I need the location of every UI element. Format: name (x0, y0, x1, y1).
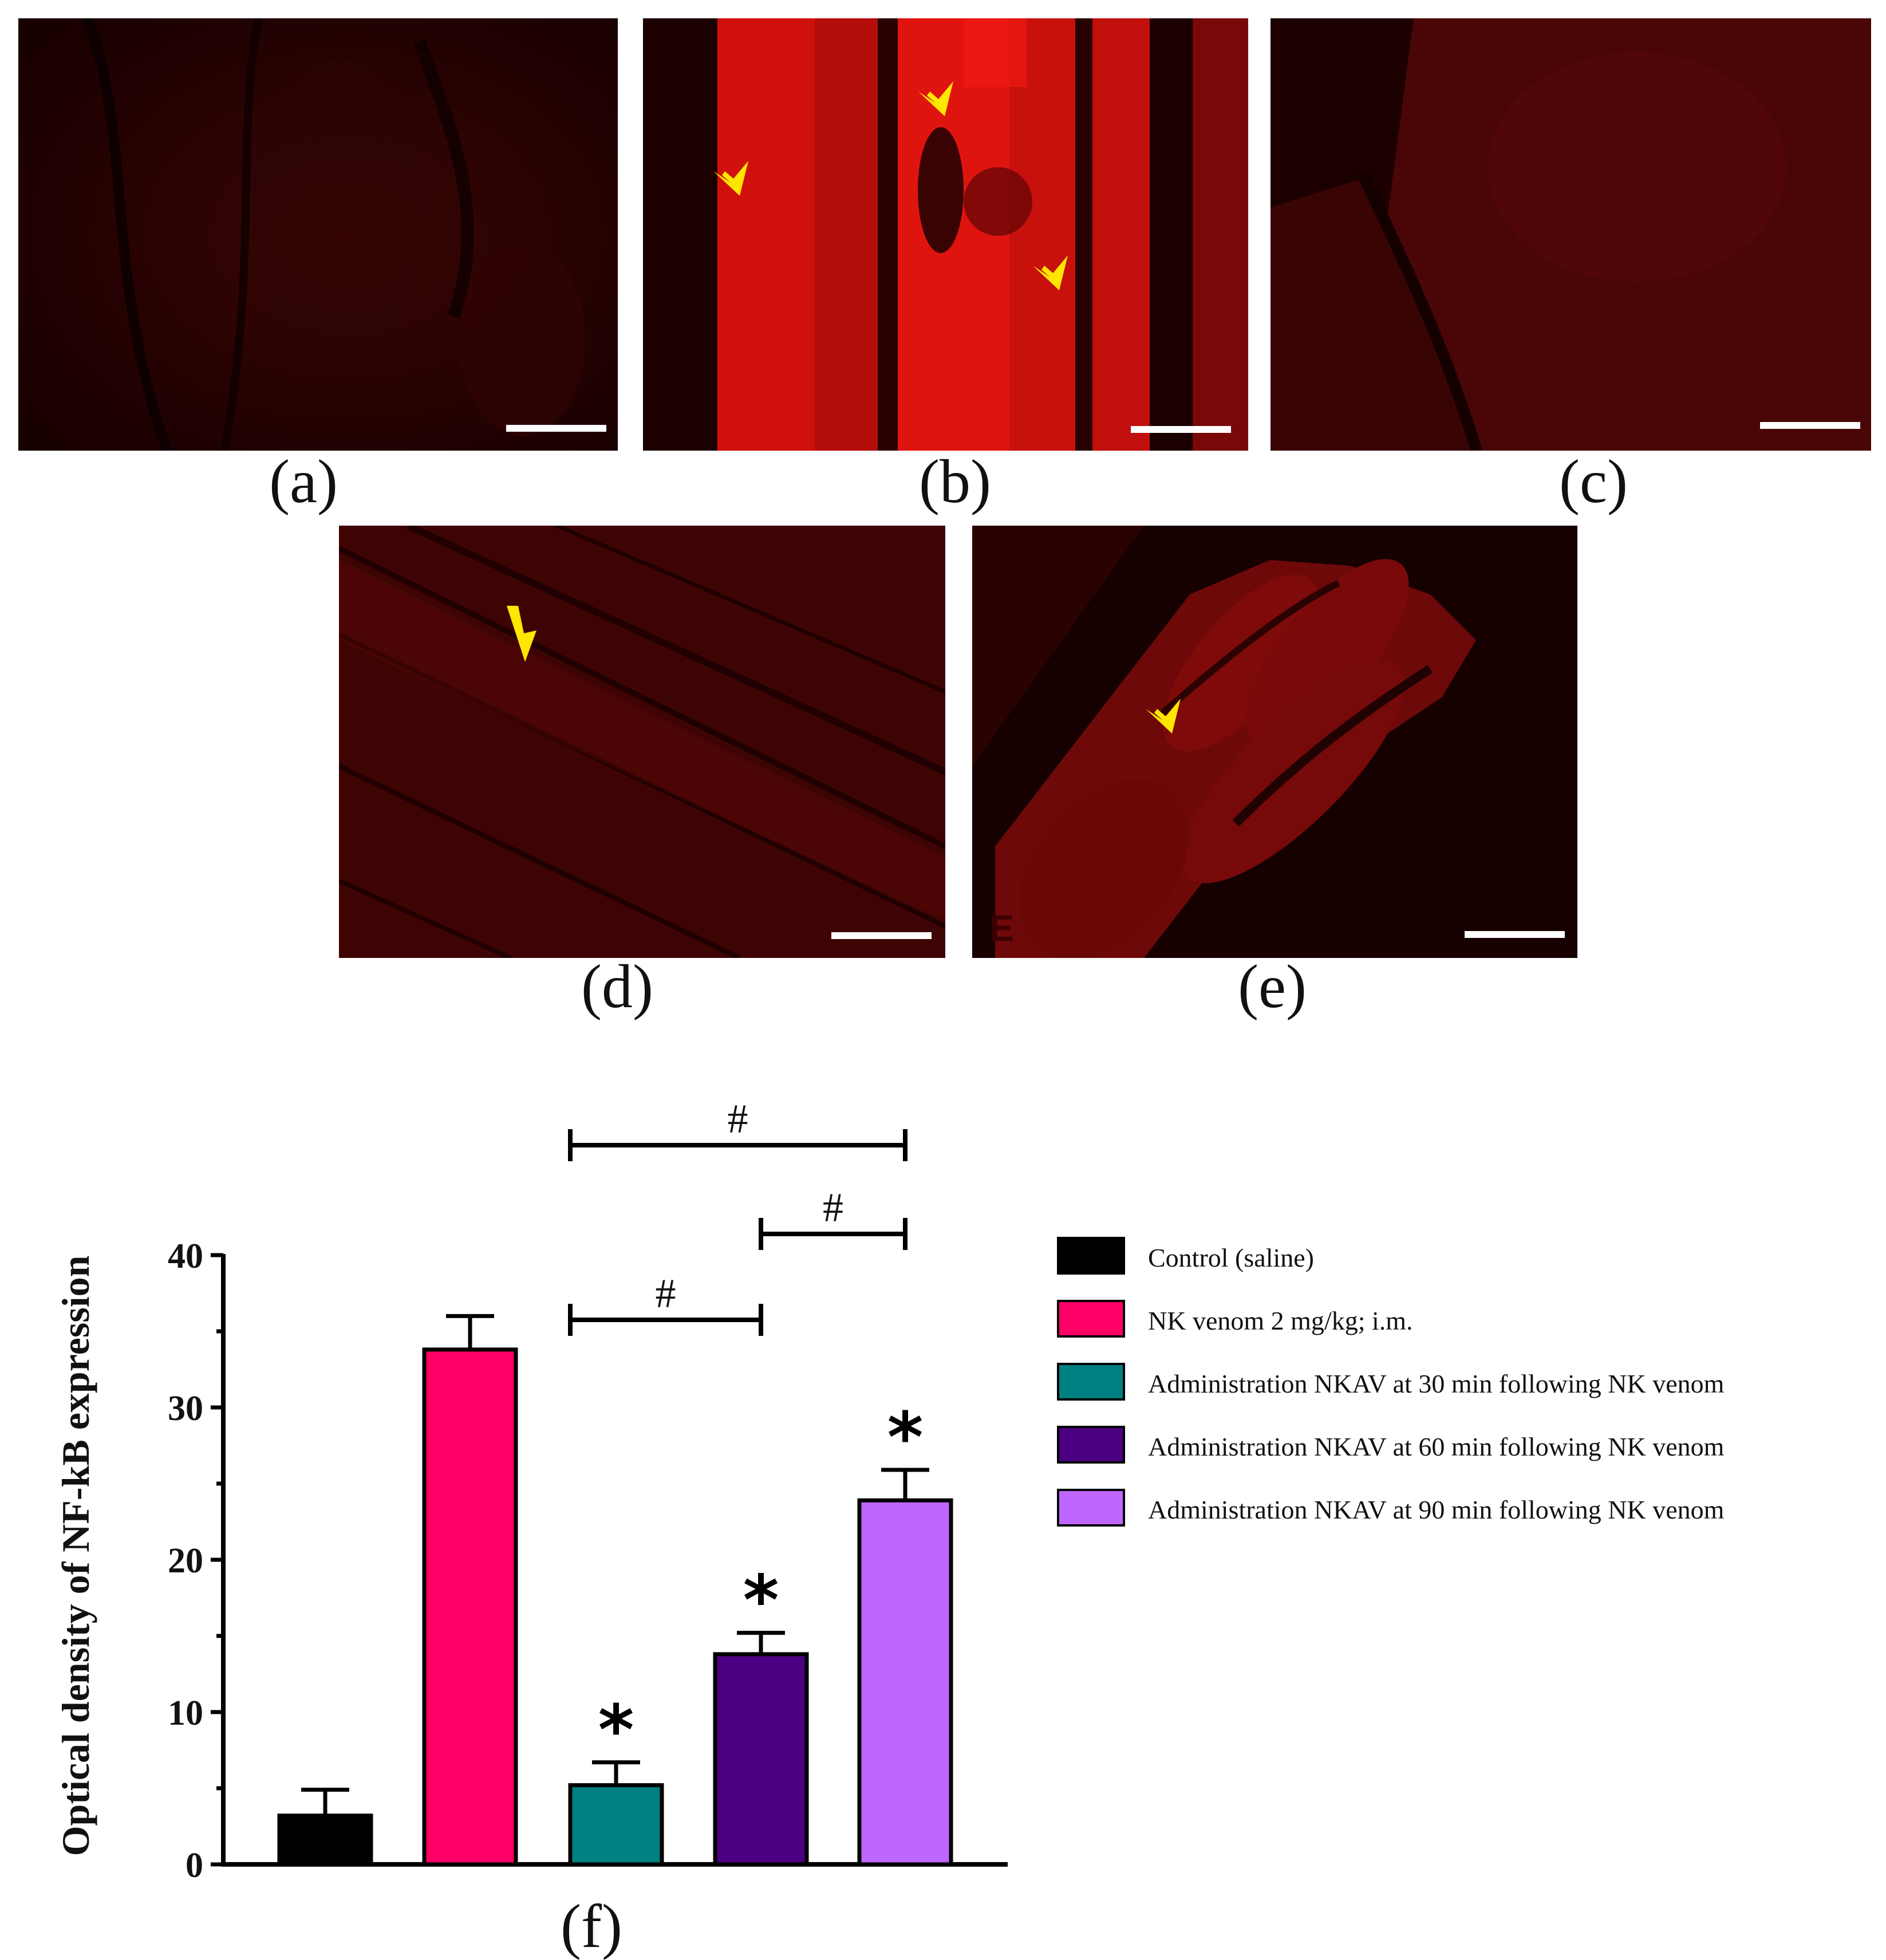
y-tick-label: 10 (168, 1694, 203, 1733)
bar (422, 1347, 518, 1867)
panel-label-f: (f) (561, 1892, 622, 1960)
bar (857, 1498, 953, 1867)
significance-mark: * (887, 1398, 924, 1478)
scale-bar (1465, 931, 1565, 938)
legend-swatch (1057, 1426, 1125, 1464)
micrograph-panel-c (1271, 18, 1871, 451)
significance-mark: * (598, 1691, 634, 1770)
legend-label: Control (saline) (1148, 1243, 1314, 1272)
y-tick-label: 0 (186, 1846, 203, 1885)
scale-bar (506, 425, 606, 432)
micrograph-panel-b (643, 18, 1248, 451)
legend-swatch (1057, 1363, 1125, 1401)
y-tick-label: 40 (168, 1237, 203, 1276)
arrow-icon (918, 81, 953, 116)
scale-bar (831, 932, 932, 939)
panel-label-d: (d) (581, 953, 653, 1021)
arrow-icon (713, 161, 748, 196)
bracket-label: # (656, 1271, 676, 1316)
significance-mark: * (743, 1561, 779, 1641)
scale-bar (1760, 422, 1860, 429)
panel-label-a: (a) (269, 448, 338, 516)
scale-bar (1131, 426, 1231, 433)
legend-swatch (1057, 1237, 1125, 1275)
bar (713, 1652, 809, 1867)
panel-label-e: (e) (1238, 953, 1307, 1021)
micrograph-panel-d (339, 526, 945, 958)
y-tick-label: 20 (168, 1541, 203, 1580)
legend-label: Administration NKAV at 60 min following … (1148, 1432, 1725, 1461)
panel-label-c: (c) (1559, 448, 1628, 516)
legend-label: Administration NKAV at 90 min following … (1148, 1495, 1725, 1524)
y-tick-label: 30 (168, 1389, 203, 1428)
arrow-icon (507, 606, 536, 662)
legend-label: Administration NKAV at 30 min following … (1148, 1369, 1725, 1398)
arrow-icon (1146, 699, 1181, 733)
bracket-label: # (823, 1185, 843, 1231)
bar (568, 1783, 664, 1867)
bracket-label: # (728, 1096, 748, 1142)
legend-swatch (1057, 1489, 1125, 1527)
arrow-icon (1033, 255, 1068, 290)
micrograph-panel-e: E (972, 526, 1577, 958)
y-axis-label: Optical density of NF-kB expression (54, 1255, 97, 1856)
panel-label-b: (b) (919, 448, 991, 516)
bar (277, 1813, 373, 1867)
micrograph-panel-a (18, 18, 618, 451)
legend-label: NK venom 2 mg/kg; i.m. (1148, 1306, 1413, 1335)
corner-mark: E (989, 908, 1014, 949)
legend-swatch (1057, 1300, 1125, 1338)
